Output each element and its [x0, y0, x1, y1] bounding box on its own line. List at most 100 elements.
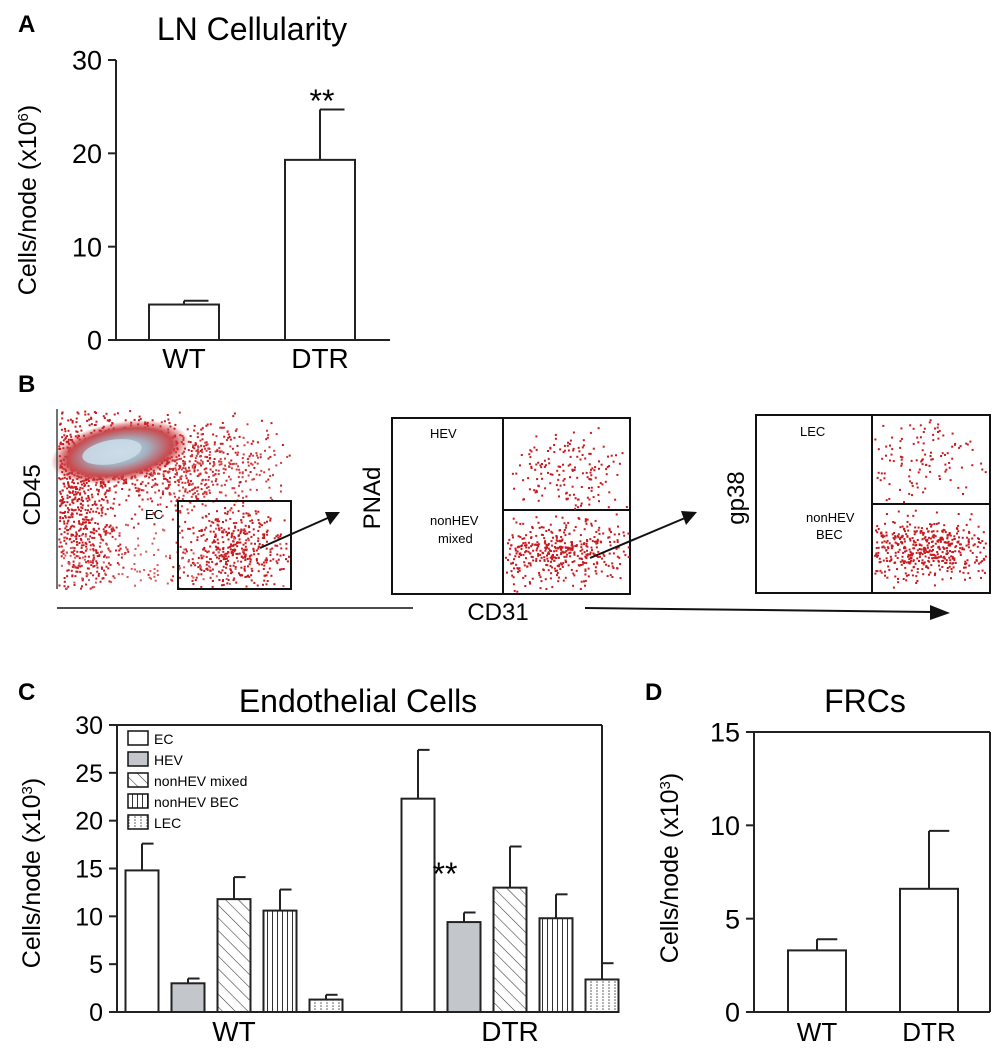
event-dot [941, 452, 944, 455]
event-dot [542, 552, 545, 555]
event-dot [578, 450, 581, 453]
event-dot [196, 539, 199, 541]
event-dot [510, 562, 513, 565]
event-dot [76, 499, 79, 502]
event-dot [544, 487, 547, 490]
event-dot [80, 534, 83, 537]
event-dot [924, 551, 926, 554]
event-dot [201, 479, 204, 482]
event-dot [588, 498, 591, 501]
event-dot [909, 539, 912, 542]
event-dot [194, 486, 197, 489]
event-dot [191, 579, 194, 582]
event-dot [252, 533, 255, 536]
event-dot [530, 545, 533, 548]
event-dot [249, 453, 252, 456]
event-dot [91, 561, 94, 564]
event-dot [546, 552, 549, 555]
event-dot [621, 452, 624, 455]
event-dot [574, 466, 576, 469]
event-dot [555, 539, 558, 542]
event-dot [951, 557, 954, 560]
event-dot [529, 531, 532, 533]
event-dot [539, 559, 542, 562]
event-dot [550, 572, 553, 575]
event-dot [89, 587, 92, 590]
event-dot [929, 470, 932, 473]
event-dot [285, 558, 287, 561]
event-dot [82, 482, 85, 485]
event-dot [270, 422, 273, 425]
event-dot [81, 523, 84, 525]
event-dot [241, 461, 244, 464]
event-dot [224, 468, 227, 471]
event-dot [507, 542, 509, 545]
event-dot [113, 577, 116, 579]
event-dot [551, 553, 554, 556]
event-dot [218, 570, 221, 573]
event-dot [591, 540, 594, 543]
event-dot [107, 547, 110, 550]
event-dot [230, 534, 233, 537]
event-dot [554, 570, 557, 572]
event-dot [272, 558, 275, 561]
event-dot [106, 419, 109, 422]
event-dot [527, 562, 530, 565]
event-dot [932, 560, 935, 562]
event-dot [197, 497, 200, 500]
event-dot [166, 582, 169, 585]
event-dot [182, 571, 185, 574]
event-dot [229, 564, 232, 567]
event-dot [196, 450, 199, 453]
event-dot [263, 534, 266, 537]
event-dot [257, 552, 260, 555]
event-dot [551, 531, 554, 534]
event-dot [573, 553, 576, 556]
event-dot [921, 568, 924, 571]
chart-c-significance: ** [433, 856, 458, 892]
event-dot [119, 543, 122, 546]
event-dot [531, 577, 534, 580]
event-dot [894, 551, 897, 554]
event-dot [80, 564, 83, 567]
event-dot [279, 490, 282, 493]
event-dot [144, 484, 147, 487]
event-dot [215, 518, 217, 521]
event-dot [565, 524, 568, 527]
event-dot [550, 560, 552, 563]
event-dot [583, 551, 586, 554]
event-dot [84, 492, 87, 495]
event-dot [971, 464, 974, 467]
event-dot [203, 528, 206, 531]
event-dot [536, 490, 538, 493]
event-dot [945, 561, 948, 564]
event-dot [571, 469, 574, 472]
event-dot [614, 498, 617, 501]
event-dot [232, 530, 235, 533]
event-dot [562, 551, 565, 554]
event-dot [67, 481, 70, 484]
event-dot [934, 542, 937, 545]
event-dot [949, 544, 952, 547]
event-dot [216, 450, 218, 452]
event-dot [102, 498, 105, 501]
event-dot [569, 551, 572, 554]
event-dot [266, 436, 269, 439]
event-dot [86, 419, 89, 422]
event-dot [64, 515, 67, 517]
event-dot [205, 560, 208, 563]
y-tick-label: 10 [710, 811, 740, 841]
event-dot [911, 484, 914, 487]
event-dot [211, 580, 214, 582]
event-dot [229, 478, 232, 481]
event-dot [901, 555, 904, 558]
event-dot [200, 464, 202, 467]
event-dot [949, 479, 952, 482]
event-dot [222, 471, 225, 474]
event-dot [222, 451, 225, 454]
event-dot [167, 486, 170, 488]
event-dot [109, 532, 112, 535]
event-dot [240, 555, 243, 558]
event-dot [973, 543, 976, 546]
event-dot [226, 439, 228, 441]
